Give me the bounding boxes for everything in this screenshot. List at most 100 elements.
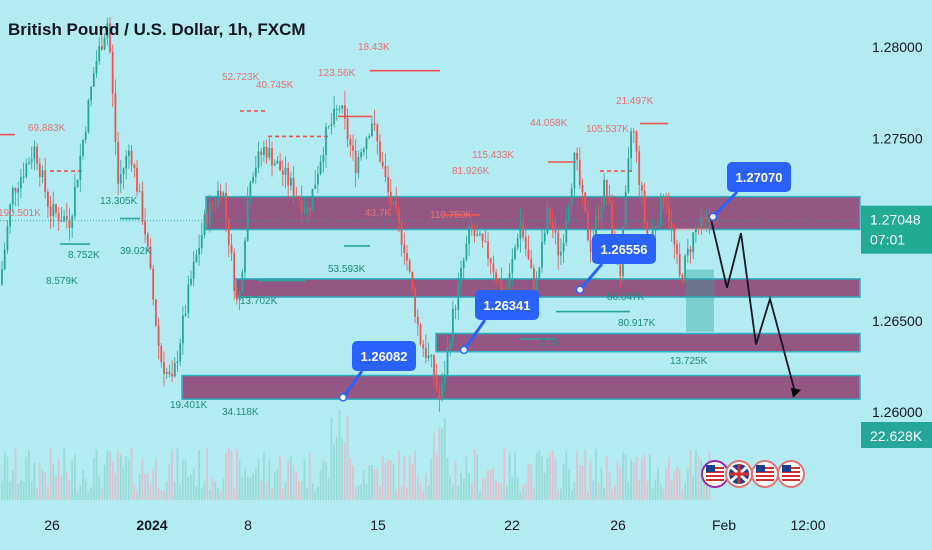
candle-body: [441, 382, 443, 400]
candle-body: [508, 273, 511, 293]
candle-body: [168, 371, 171, 374]
volume-bar: [635, 457, 638, 500]
volume-bar: [627, 481, 630, 500]
volume-bar: [138, 474, 141, 500]
candle-body: [641, 184, 643, 191]
volume-bar: [470, 484, 473, 500]
volume-bar: [595, 448, 597, 500]
candle-body: [152, 268, 155, 300]
candle-body: [119, 174, 122, 184]
candle-body: [65, 216, 68, 220]
candle-body: [57, 212, 60, 221]
event-icons[interactable]: [701, 460, 805, 488]
us-flag-icon[interactable]: [751, 460, 779, 488]
candle-body: [632, 131, 635, 133]
candle-body: [560, 251, 562, 256]
candle-body: [697, 227, 700, 229]
candle-body: [381, 161, 384, 167]
candle-body: [36, 146, 38, 164]
flag-canton: [706, 465, 715, 472]
volume-bar: [317, 486, 319, 500]
candle-body: [176, 361, 179, 363]
candle-body: [47, 192, 49, 207]
candle-body: [524, 237, 527, 249]
volume-bar: [33, 462, 36, 500]
volume-bar: [47, 486, 49, 500]
candle-body: [314, 184, 317, 189]
volume-bar: [511, 476, 514, 500]
volume-bar: [52, 463, 55, 500]
volume-bar: [311, 483, 314, 500]
candle-body: [138, 191, 141, 193]
candle-body: [335, 108, 338, 110]
candle-body: [295, 196, 298, 197]
us-flag-icon[interactable]: [777, 460, 805, 488]
volume-bar: [65, 470, 68, 500]
candle-body: [146, 234, 149, 247]
volume-bar: [500, 484, 503, 500]
volume-bar: [146, 473, 149, 500]
candle-body: [489, 258, 492, 264]
candle-body: [155, 299, 157, 326]
support-zone: [235, 278, 861, 298]
volume-bar: [195, 485, 198, 500]
candle-body: [114, 93, 117, 142]
x-tick-label: 2024: [136, 517, 167, 533]
volume-bar: [538, 450, 541, 500]
candle-body: [290, 177, 292, 186]
candle-body: [689, 248, 692, 253]
volume-bar: [306, 487, 308, 500]
candle-body: [217, 190, 219, 204]
volume-bar: [184, 460, 187, 500]
volume-bar: [614, 485, 616, 500]
candle-body: [657, 224, 659, 229]
volume-label-red: 81.926K: [452, 166, 490, 177]
uk-flag-icon[interactable]: [725, 460, 753, 488]
candle-body: [160, 346, 163, 363]
volume-bar: [335, 436, 338, 500]
candle-body: [546, 207, 549, 233]
candle-body: [362, 149, 365, 153]
candle-body: [557, 232, 560, 256]
candle-body: [82, 139, 84, 156]
volume-bar: [657, 468, 659, 500]
callout-dot: [575, 285, 585, 294]
volume-bar: [290, 456, 292, 500]
candle-body: [341, 105, 344, 109]
us-flag-icon[interactable]: [701, 460, 729, 488]
candle-body: [238, 291, 241, 301]
volume-bar: [295, 471, 298, 500]
volume-bar: [341, 437, 344, 500]
volume-bar: [524, 483, 527, 500]
volume-bar: [362, 470, 365, 500]
volume-bar: [222, 478, 225, 500]
candle-body: [281, 170, 284, 175]
volume-bar: [462, 478, 465, 500]
volume-bar: [168, 463, 171, 500]
candle-body: [376, 125, 379, 142]
candle-body: [416, 316, 419, 325]
volume-bar: [422, 491, 425, 500]
candle-body: [244, 240, 246, 273]
volume-bar: [338, 410, 341, 500]
volume-bar: [387, 459, 389, 500]
candle-body: [171, 374, 173, 377]
candle-body: [136, 167, 138, 192]
candle-body: [457, 283, 460, 310]
price-callouts: 1.27070 1.26556 1.26341 1.26082: [338, 162, 791, 402]
volume-bar: [514, 452, 516, 500]
candle-body: [306, 207, 308, 211]
volume-bar: [144, 474, 146, 500]
volume-bar: [384, 462, 387, 500]
candle-body: [435, 377, 438, 390]
support-zone: [205, 195, 861, 231]
volume-bar: [219, 491, 222, 500]
volume-bar: [233, 489, 236, 500]
volume-bar: [573, 482, 576, 500]
volume-label-red: 115.433K: [472, 150, 514, 161]
callout-box: [475, 290, 539, 320]
volume-bar: [300, 480, 303, 500]
volume-bar: [236, 449, 238, 500]
candle-body: [700, 216, 703, 228]
volume-bar: [608, 471, 611, 500]
